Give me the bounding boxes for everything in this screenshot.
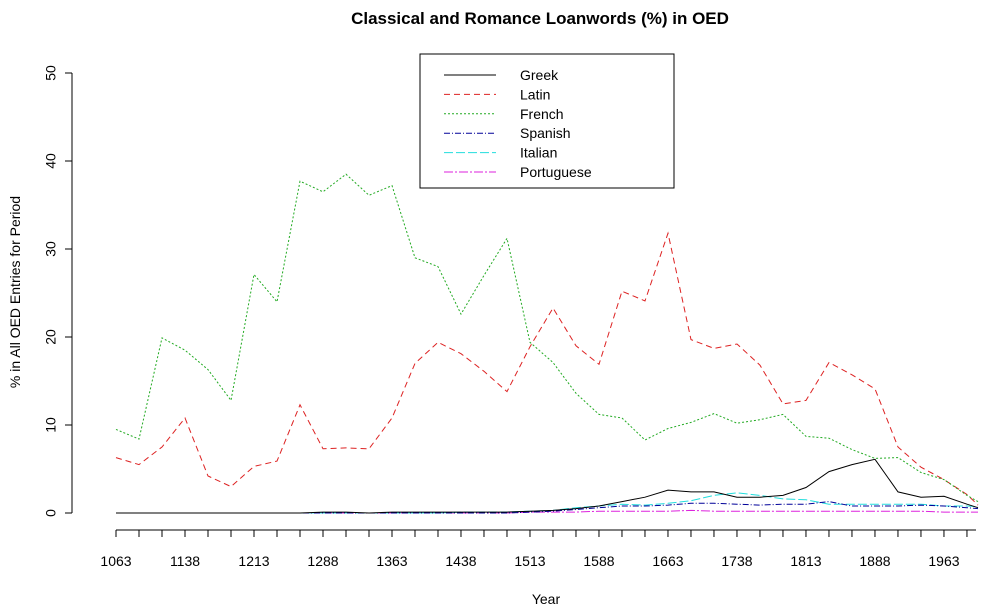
- x-axis: 1063 1138 1213 1288 1363 1438 1513 1588 1663 1738…: [100, 529, 976, 569]
- y-tick-label: 50: [43, 65, 59, 81]
- legend-label-latin: Latin: [520, 86, 550, 102]
- x-tick-label: 1963: [928, 553, 959, 569]
- y-axis-title: % in All OED Entries for Period: [7, 196, 23, 388]
- series-line-italian: [116, 492, 979, 514]
- legend-label-french: French: [520, 106, 564, 122]
- legend-label-italian: Italian: [520, 145, 557, 161]
- x-tick-label: 1063: [100, 553, 131, 569]
- x-tick-label: 1363: [376, 553, 407, 569]
- x-tick-label: 1888: [859, 553, 890, 569]
- legend: Greek Latin French Spanish Italian Portuguese: [419, 53, 675, 189]
- series-line-portuguese: [116, 509, 978, 514]
- y-axis: 0 10 20 30 40 50: [43, 65, 73, 517]
- y-tick-label: 0: [43, 509, 59, 517]
- legend-label-portuguese: Portuguese: [520, 164, 592, 180]
- series-line-greek: [116, 458, 979, 514]
- x-tick-label: 1438: [445, 553, 476, 569]
- x-tick-label: 1138: [170, 553, 200, 569]
- legend-label-spanish: Spanish: [520, 125, 571, 141]
- legend-label-greek: Greek: [520, 67, 559, 83]
- x-tick-label: 1663: [652, 553, 683, 569]
- x-tick-label: 1813: [790, 553, 821, 569]
- x-tick-label: 1588: [583, 553, 614, 569]
- legend-box: [419, 53, 675, 189]
- y-tick-label: 10: [43, 417, 59, 433]
- x-tick-label: 1738: [721, 553, 752, 569]
- x-tick-label: 1213: [238, 553, 269, 569]
- y-tick-label: 30: [43, 241, 59, 257]
- chart-title: Classical and Romance Loanwords (%) in O…: [351, 9, 729, 28]
- series-layer: [115, 173, 979, 514]
- series-line-latin: [115, 231, 979, 506]
- y-tick-label: 20: [43, 329, 59, 345]
- x-tick-label: 1513: [514, 553, 545, 569]
- y-tick-label: 40: [43, 153, 59, 169]
- x-tick-label: 1288: [307, 553, 338, 569]
- series-line-french: [115, 173, 979, 503]
- x-axis-title: Year: [532, 591, 561, 607]
